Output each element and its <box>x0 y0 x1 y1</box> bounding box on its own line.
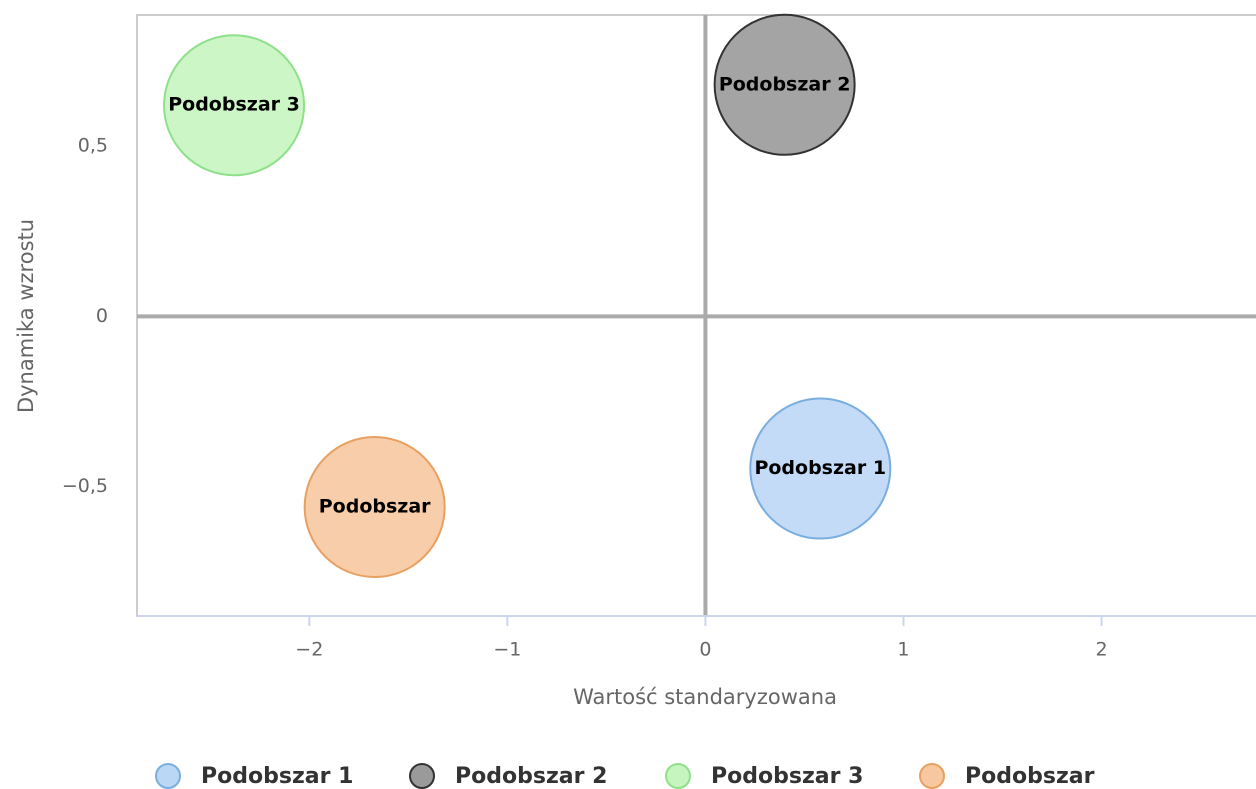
x-tick-label: 2 <box>1095 639 1107 661</box>
bubble <box>163 34 306 177</box>
x-axis-title: Wartość standaryzowana <box>573 685 837 709</box>
bubble <box>749 397 892 540</box>
x-tick-label: −2 <box>295 639 323 661</box>
bubble-label: Podobszar 2 <box>719 73 851 95</box>
y-axis-title: Dynamika wzrostu <box>14 219 38 413</box>
legend-marker <box>919 763 945 789</box>
legend-label: Podobszar <box>965 764 1095 789</box>
bubble-label: Podobszar 3 <box>168 94 300 116</box>
legend-label: Podobszar 1 <box>201 764 353 789</box>
y-tick-label: 0 <box>96 305 108 327</box>
bubble <box>713 13 856 156</box>
legend-label: Podobszar 2 <box>455 764 607 789</box>
x-tick-label: 1 <box>897 639 909 661</box>
x-tick-label: −1 <box>493 639 521 661</box>
legend-marker <box>409 763 435 789</box>
bubble-label: Podobszar <box>319 496 431 518</box>
bubble-label: Podobszar 1 <box>754 457 886 479</box>
legend-marker <box>155 763 181 789</box>
legend-label: Podobszar 3 <box>711 764 863 789</box>
x-tick-label: 0 <box>699 639 711 661</box>
y-tick-label: −0,5 <box>62 475 108 497</box>
legend-marker <box>665 763 691 789</box>
bubble <box>303 436 446 579</box>
y-tick-label: 0,5 <box>78 135 108 157</box>
